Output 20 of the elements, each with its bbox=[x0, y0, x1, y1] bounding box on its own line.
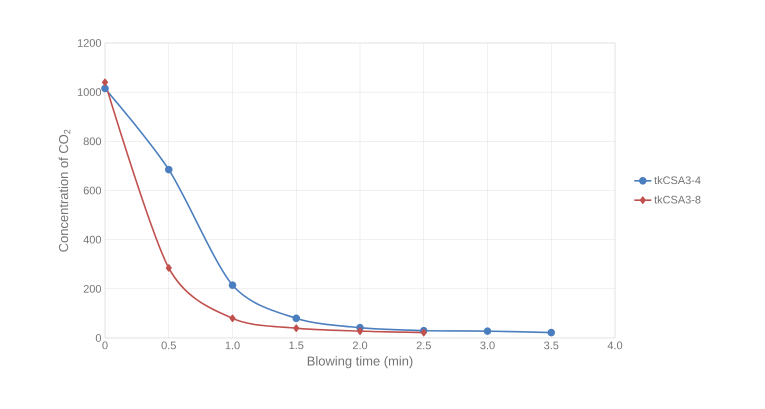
y-tick-label: 400 bbox=[83, 236, 102, 244]
x-tick-label: 0 bbox=[102, 342, 108, 350]
legend-label: tkCSA3-4 bbox=[654, 176, 701, 184]
y-tick-label: 200 bbox=[84, 284, 102, 293]
legend-label: tkCSA3-8 bbox=[654, 195, 700, 204]
x-tick-label: 4.0 bbox=[608, 342, 622, 350]
y-tick-label: 1000 bbox=[78, 88, 102, 96]
x-axis-title: Blowing time (min) bbox=[308, 356, 412, 368]
y-tick-label: 1200 bbox=[78, 39, 102, 47]
y-axis-title: Concentration of CO$_{2}$ bbox=[58, 130, 70, 252]
y-tick-label: 0 bbox=[96, 334, 102, 342]
x-tick-label: 0.5 bbox=[162, 342, 176, 350]
x-tick-label: 3.5 bbox=[544, 342, 558, 350]
y-tick-label: 600 bbox=[84, 186, 102, 194]
x-tick-label: 2.5 bbox=[416, 342, 431, 350]
x-tick-label: 1.0 bbox=[226, 342, 240, 350]
x-tick-label: 2.0 bbox=[352, 342, 368, 350]
y-tick-label: 800 bbox=[84, 137, 102, 146]
x-tick-label: 1.5 bbox=[289, 342, 304, 350]
x-tick-label: 3.0 bbox=[480, 342, 495, 350]
